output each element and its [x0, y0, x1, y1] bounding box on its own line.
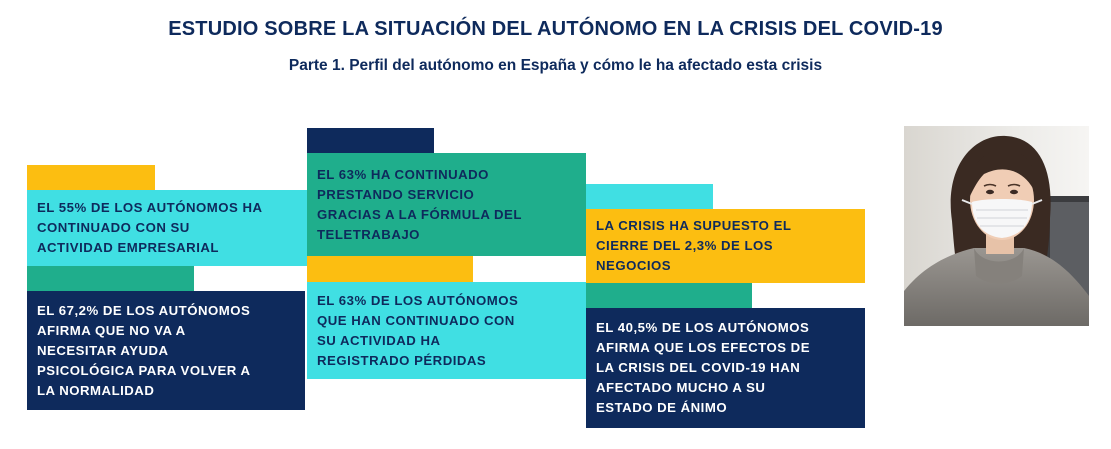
- accent-bar-yellow: [27, 165, 155, 190]
- stat-card-telework: EL 63% HA CONTINUADO PRESTANDO SERVICIO …: [307, 153, 586, 256]
- stat-card-psychological-help: EL 67,2% DE LOS AUTÓNOMOS AFIRMA QUE NO …: [27, 291, 305, 410]
- masked-woman-photo: [904, 126, 1089, 326]
- stat-card-activity: EL 55% DE LOS AUTÓNOMOS HA CONTINUADO CO…: [27, 190, 307, 266]
- page-subtitle: Parte 1. Perfil del autónomo en España y…: [288, 57, 823, 74]
- stat-text: EL 55% DE LOS AUTÓNOMOS HA CONTINUADO CO…: [37, 200, 263, 255]
- accent-bar-navy: [307, 128, 434, 153]
- stat-text: EL 63% DE LOS AUTÓNOMOS QUE HAN CONTINUA…: [317, 292, 519, 368]
- masked-woman-illustration: [904, 126, 1089, 326]
- page-title: ESTUDIO SOBRE LA SITUACIÓN DEL AUTÓNOMO …: [168, 18, 943, 40]
- stat-text: LA CRISIS HA SUPUESTO EL CIERRE DEL 2,3%…: [596, 218, 792, 273]
- stat-card-losses: EL 63% DE LOS AUTÓNOMOS QUE HAN CONTINUA…: [307, 282, 586, 379]
- accent-bar-teal: [27, 266, 194, 291]
- accent-bar-teal: [586, 283, 752, 308]
- stat-card-closures: LA CRISIS HA SUPUESTO EL CIERRE DEL 2,3%…: [586, 209, 865, 283]
- accent-bar-cyan: [586, 184, 713, 209]
- stat-text: EL 40,5% DE LOS AUTÓNOMOS AFIRMA QUE LOS…: [596, 320, 810, 415]
- stat-text: EL 67,2% DE LOS AUTÓNOMOS AFIRMA QUE NO …: [37, 302, 251, 398]
- stat-card-mood: EL 40,5% DE LOS AUTÓNOMOS AFIRMA QUE LOS…: [586, 308, 865, 428]
- stat-text: EL 63% HA CONTINUADO PRESTANDO SERVICIO …: [317, 166, 522, 242]
- accent-bar-yellow: [307, 256, 473, 282]
